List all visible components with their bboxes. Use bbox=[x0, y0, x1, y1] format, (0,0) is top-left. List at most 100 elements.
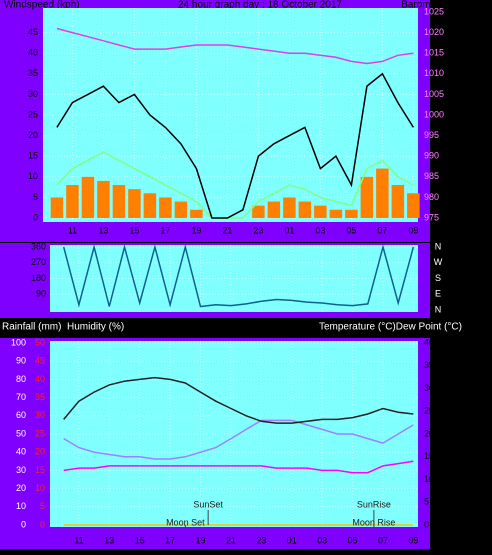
y-tick-label: 0 bbox=[33, 212, 38, 222]
chart-title: 24 hour graph day : 18 October 2017 bbox=[178, 0, 342, 11]
bar bbox=[283, 197, 296, 218]
y2-tick-label: 990 bbox=[424, 151, 439, 161]
y2-tick-label: N bbox=[435, 304, 442, 314]
x-tick-label: 21 bbox=[222, 225, 232, 235]
y2-tick-label: 1020 bbox=[424, 27, 444, 37]
series-line bbox=[62, 244, 415, 308]
bar bbox=[329, 209, 343, 218]
bar bbox=[252, 205, 265, 218]
y2-tick-label: 35 bbox=[424, 360, 434, 370]
x-tick-label: 23 bbox=[256, 535, 266, 545]
series-line bbox=[56, 72, 415, 219]
y3-tick-label: 35 bbox=[35, 392, 45, 402]
x-tick-label: 17 bbox=[165, 535, 175, 545]
bar bbox=[128, 189, 141, 218]
x-tick-label: 09 bbox=[408, 225, 418, 235]
y-tick-label: 360 bbox=[31, 241, 46, 251]
y-tick-label: 20 bbox=[28, 130, 38, 140]
bar bbox=[66, 185, 79, 218]
y-tick-label: 20 bbox=[16, 483, 26, 493]
y-tick-label: 40 bbox=[28, 48, 38, 58]
x-tick-label: 23 bbox=[253, 225, 263, 235]
bar bbox=[391, 185, 405, 218]
y3-tick-label: 5 bbox=[40, 501, 45, 511]
y2-tick-label: 40 bbox=[424, 337, 434, 347]
series-line bbox=[56, 27, 414, 65]
y3-tick-label: 45 bbox=[35, 356, 45, 366]
y2-tick-label: 1005 bbox=[424, 89, 444, 99]
x-tick-label: 21 bbox=[226, 535, 236, 545]
y2-tick-label: 25 bbox=[424, 406, 434, 416]
y-tick-label: 5 bbox=[33, 192, 38, 202]
x-tick-label: 15 bbox=[129, 225, 139, 235]
x-tick-label: 03 bbox=[317, 535, 327, 545]
y2-tick-label: 1015 bbox=[424, 48, 444, 58]
series-line bbox=[63, 376, 414, 424]
y3-tick-label: 25 bbox=[35, 428, 45, 438]
y2-tick-label: 15 bbox=[424, 451, 434, 461]
y-axis-title: Windspeed (kph) bbox=[4, 0, 80, 11]
series-line bbox=[63, 460, 414, 474]
y3-tick-label: 40 bbox=[35, 374, 45, 384]
bar bbox=[360, 176, 374, 218]
bar bbox=[81, 176, 95, 218]
y3-tick-label: 50 bbox=[35, 337, 45, 347]
x-tick-label: 09 bbox=[408, 535, 418, 545]
y-tick-label: 80 bbox=[16, 374, 26, 384]
x-tick-label: 03 bbox=[315, 225, 325, 235]
annotation: SunRise bbox=[357, 499, 391, 509]
x-tick-label: 01 bbox=[284, 225, 294, 235]
y-tick-label: 60 bbox=[16, 410, 26, 420]
bar bbox=[267, 201, 281, 218]
x-tick-label: 19 bbox=[196, 535, 206, 545]
annotation: Moon Rise bbox=[352, 517, 395, 527]
y3-axis-title: Rainfall (mm) bbox=[2, 322, 61, 333]
y2-tick-label: 10 bbox=[424, 474, 434, 484]
y2-tick-label: 1000 bbox=[424, 109, 444, 119]
x-tick-label: 07 bbox=[378, 535, 388, 545]
bar bbox=[174, 201, 188, 218]
x-tick-label: 13 bbox=[98, 225, 108, 235]
y-tick-label: 30 bbox=[28, 89, 38, 99]
bar bbox=[190, 209, 203, 218]
y-tick-label: 180 bbox=[31, 273, 46, 283]
bar bbox=[345, 209, 358, 218]
x-tick-label: 11 bbox=[68, 225, 77, 235]
series-line bbox=[56, 151, 414, 219]
y2-tick-label: N bbox=[435, 241, 442, 251]
y2-tick-label: 20 bbox=[424, 428, 434, 438]
annotation: Moon Set bbox=[166, 517, 205, 527]
y2-tick-label: 975 bbox=[424, 212, 439, 222]
bar bbox=[143, 193, 157, 218]
y-tick-label: 10 bbox=[28, 171, 38, 181]
x-tick-label: 01 bbox=[287, 535, 297, 545]
y-axis-title: Humidity (%) bbox=[67, 322, 124, 333]
y2-tick-label: W bbox=[434, 257, 443, 267]
y2-tick-label: 995 bbox=[424, 130, 439, 140]
y-tick-label: 50 bbox=[16, 428, 26, 438]
y3-tick-label: 10 bbox=[35, 483, 45, 493]
y-tick-label: 35 bbox=[28, 68, 38, 78]
bar bbox=[314, 205, 327, 218]
y-tick-label: 30 bbox=[16, 465, 26, 475]
y2-tick-label: 30 bbox=[424, 383, 434, 393]
bar bbox=[97, 180, 110, 218]
y-tick-label: 70 bbox=[16, 392, 26, 402]
y2-tick-label: 0 bbox=[424, 519, 429, 529]
bar bbox=[298, 201, 312, 218]
x-tick-label: 17 bbox=[160, 225, 170, 235]
y-tick-label: 90 bbox=[16, 356, 26, 366]
bar bbox=[407, 193, 420, 218]
y-tick-label: 45 bbox=[28, 27, 38, 37]
y2-tick-label: E bbox=[435, 289, 441, 299]
x-tick-label: 05 bbox=[348, 535, 358, 545]
bar bbox=[112, 185, 126, 218]
y-tick-label: 100 bbox=[11, 337, 26, 347]
x-tick-label: 19 bbox=[191, 225, 201, 235]
x-tick-label: 07 bbox=[377, 225, 387, 235]
y-tick-label: 270 bbox=[31, 257, 46, 267]
bar bbox=[159, 197, 172, 218]
y-tick-label: 40 bbox=[16, 447, 26, 457]
y2-tick-label: 980 bbox=[424, 192, 439, 202]
